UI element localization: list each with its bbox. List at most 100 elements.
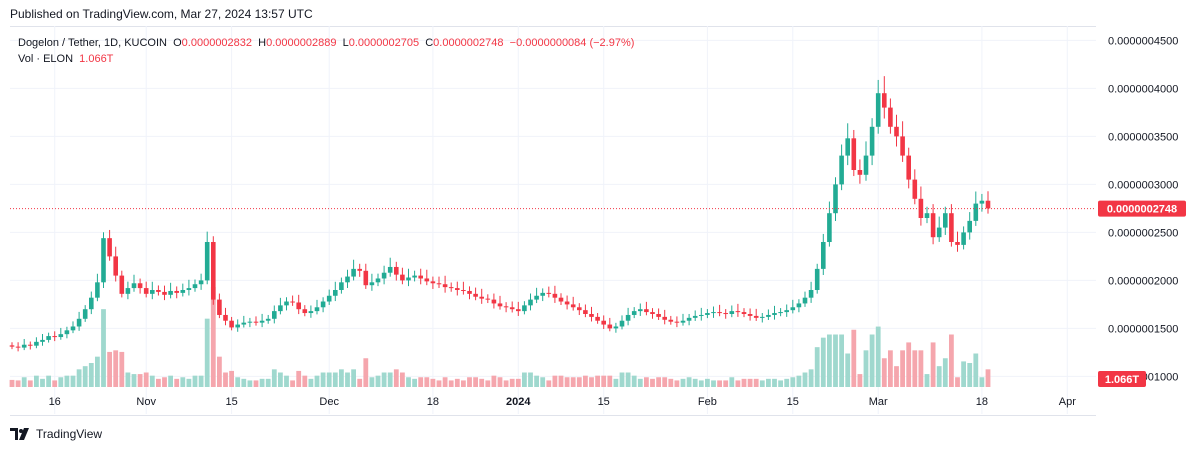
volume-bar xyxy=(723,380,729,387)
volume-bar xyxy=(546,380,552,387)
candle-body xyxy=(442,284,448,288)
time-tick-label: 15 xyxy=(598,396,610,408)
candle-body xyxy=(381,272,387,279)
volume-bar xyxy=(76,369,82,387)
volume-bar xyxy=(741,378,747,387)
candle-body xyxy=(760,316,765,318)
volume-bar xyxy=(375,375,381,387)
volume-bar xyxy=(692,378,698,387)
time-tick-label: 2024 xyxy=(506,396,531,408)
candle-body xyxy=(113,256,118,276)
volume-bar xyxy=(27,380,33,387)
candle-body xyxy=(412,275,417,278)
candle-body xyxy=(747,314,753,316)
volume-bar xyxy=(412,378,417,387)
volume-bar xyxy=(985,369,991,387)
volume-bar xyxy=(271,369,277,387)
volume-bar xyxy=(796,375,802,387)
volume-bar xyxy=(778,380,783,387)
volume-bar xyxy=(223,372,228,387)
candle-body xyxy=(162,291,167,295)
candle-body xyxy=(107,238,112,257)
legend-high-value: 0.0000002889 xyxy=(266,37,337,49)
candle-body xyxy=(491,299,497,304)
volume-bar xyxy=(900,350,905,387)
volume-bar xyxy=(637,378,643,387)
candle-body xyxy=(924,213,930,218)
volume-bar xyxy=(326,372,332,387)
volume-bar xyxy=(863,350,869,387)
volume-bar xyxy=(717,380,722,387)
last-volume-badge-label: 1.066T xyxy=(1105,374,1140,386)
volume-bar xyxy=(387,372,393,387)
volume-bar xyxy=(784,378,790,387)
volume-bar xyxy=(467,377,472,387)
volume-bar xyxy=(235,377,241,387)
candle-body xyxy=(174,290,179,293)
volume-bar xyxy=(631,375,637,387)
candle-body xyxy=(918,198,924,218)
candle-body xyxy=(28,344,33,346)
candle-body xyxy=(570,304,576,308)
volume-bar xyxy=(711,380,716,387)
volume-bar xyxy=(576,377,582,387)
volume-bar xyxy=(967,363,973,387)
candle-body xyxy=(296,302,301,310)
volume-bar xyxy=(509,378,515,387)
candle-body xyxy=(808,290,814,298)
volume-bar xyxy=(869,334,875,387)
candle-body xyxy=(119,275,125,294)
candle-body xyxy=(272,311,277,319)
volume-bar xyxy=(198,375,204,387)
candle-body xyxy=(15,346,21,348)
candle-body xyxy=(89,297,94,310)
legend-volume-label: Vol · ELON xyxy=(18,53,74,65)
candle-body xyxy=(333,290,338,296)
price-tick-label: 0.0000002000 xyxy=(1108,275,1178,287)
candle-body xyxy=(259,320,265,323)
legend-close-label: C xyxy=(425,37,434,49)
time-tick-label: Feb xyxy=(698,396,717,408)
candle-body xyxy=(699,314,704,316)
candle-body xyxy=(534,295,539,300)
candle-body xyxy=(674,321,680,323)
candle-body xyxy=(705,313,710,315)
time-tick-label: 18 xyxy=(976,396,988,408)
time-tick-label: Nov xyxy=(136,396,156,408)
volume-bar xyxy=(698,380,704,387)
candle-body xyxy=(692,315,698,318)
volume-bar xyxy=(839,334,844,387)
volume-bar xyxy=(942,358,948,387)
volume-bar xyxy=(753,378,759,387)
candle-body xyxy=(497,303,503,307)
candle-body xyxy=(845,138,850,156)
volume-bar xyxy=(808,369,814,387)
volume-bar xyxy=(833,334,838,387)
candle-body xyxy=(930,213,936,238)
volume-bar xyxy=(296,370,302,387)
volume-bar xyxy=(930,342,936,387)
candle-body xyxy=(723,313,728,315)
candle-body xyxy=(424,278,430,282)
candle-body xyxy=(863,155,869,175)
legend-high-label: H xyxy=(258,37,267,49)
candle-body xyxy=(284,301,289,306)
candle-body xyxy=(888,107,893,127)
chart-frame[interactable] xyxy=(10,26,1096,416)
candle-body xyxy=(467,290,472,294)
candle-body xyxy=(387,266,393,273)
volume-bar xyxy=(613,378,619,387)
legend-change: −0.0000000084 (−2.97%) xyxy=(509,37,635,49)
volume-bar xyxy=(210,287,216,387)
volume-bar xyxy=(400,372,405,387)
volume-bar xyxy=(339,369,344,387)
volume-bar xyxy=(759,380,765,387)
time-tick-label: 16 xyxy=(49,396,61,408)
volume-bar xyxy=(284,375,289,387)
candle-body xyxy=(839,155,844,185)
tradingview-brand[interactable]: TradingView xyxy=(10,427,102,441)
price-tick-label: 0.0000003000 xyxy=(1108,179,1178,191)
legend-low-label: L xyxy=(342,37,349,49)
candle-body xyxy=(156,290,161,292)
